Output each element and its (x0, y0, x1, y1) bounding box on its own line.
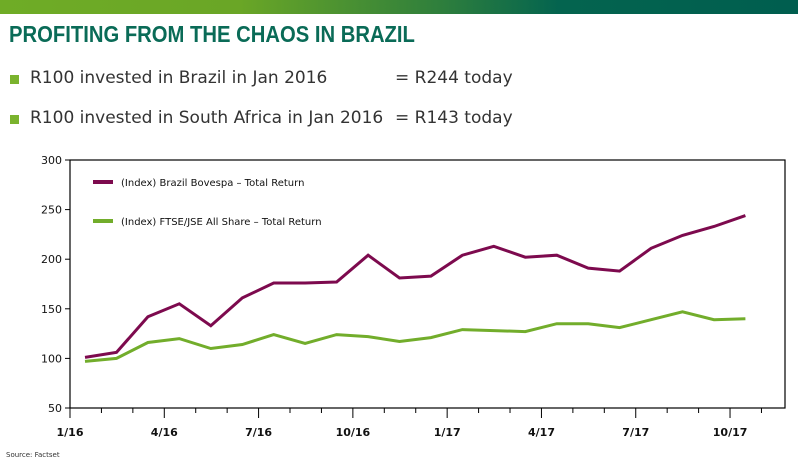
x-tick-label: 7/16 (245, 426, 272, 439)
chart-axes: 50 100 150 200 250 300 1/16 4/16 7/16 10/16 1/17 4/… (41, 154, 786, 439)
x-tick-label: 10/17 (713, 426, 748, 439)
bullet-result: = R244 today (395, 68, 513, 88)
series-line (84, 214, 746, 359)
x-tick-label: 10/16 (336, 426, 371, 439)
y-tick-label: 300 (41, 154, 62, 167)
y-tick-label: 100 (41, 352, 62, 365)
x-tick-label: 4/17 (528, 426, 555, 439)
square-bullet-icon (10, 115, 19, 124)
y-tick-label: 250 (41, 204, 62, 217)
bullet-text: R100 invested in Brazil in Jan 2016 (30, 68, 328, 88)
legend-label: (Index) FTSE/JSE All Share – Total Retur… (121, 217, 322, 228)
chart-lines (84, 214, 746, 363)
header-gradient-bar (0, 0, 798, 14)
plot-frame (69, 159, 786, 409)
y-tick-label: 200 (41, 253, 62, 266)
chart-legend: (Index) Brazil Bovespa – Total Return (In… (93, 178, 322, 228)
bullet-result: = R143 today (395, 108, 513, 128)
bullet-text: R100 invested in South Africa in Jan 201… (30, 108, 384, 128)
page-title: PROFITING FROM THE CHAOS IN BRAZIL (9, 21, 415, 47)
x-tick-label: 7/17 (622, 426, 649, 439)
y-tick-label: 150 (41, 303, 62, 316)
square-bullet-icon (10, 75, 19, 84)
source-note: Source: Factset (6, 451, 60, 459)
series-line (84, 310, 746, 363)
x-tick-label: 1/17 (434, 426, 461, 439)
x-tick-label: 1/16 (57, 426, 84, 439)
x-tick-label: 4/16 (151, 426, 178, 439)
legend-label: (Index) Brazil Bovespa – Total Return (121, 178, 304, 189)
y-tick-label: 50 (48, 402, 62, 415)
